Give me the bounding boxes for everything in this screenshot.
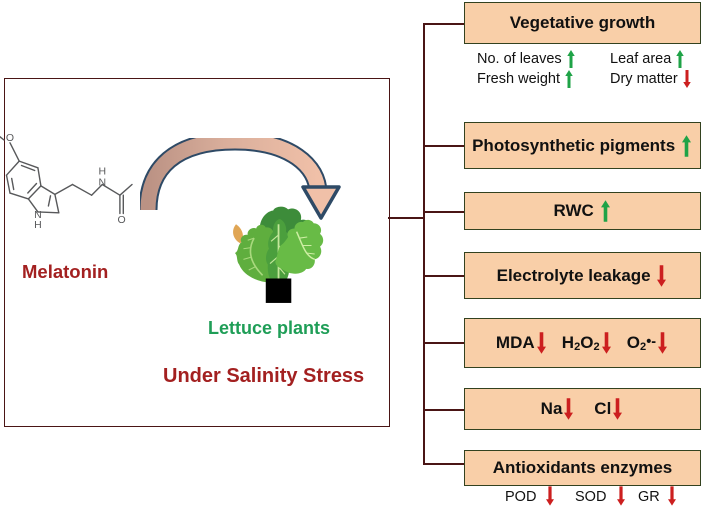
- svg-text:N: N: [99, 177, 107, 189]
- svg-text:O: O: [118, 214, 126, 226]
- svg-text:H: H: [34, 219, 42, 230]
- svg-text:O: O: [6, 132, 14, 144]
